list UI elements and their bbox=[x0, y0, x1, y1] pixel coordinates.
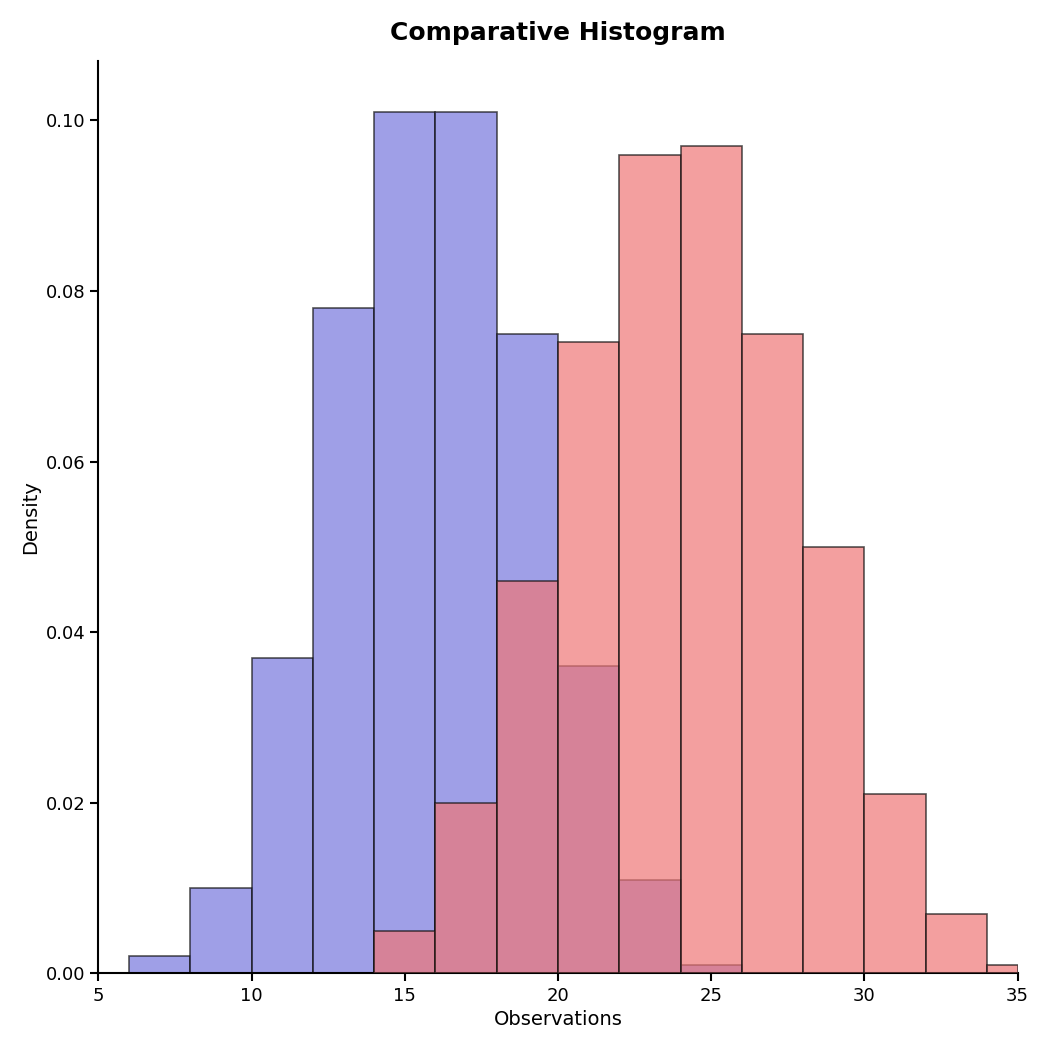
Bar bbox=[436, 112, 497, 973]
Bar bbox=[742, 334, 803, 973]
Bar bbox=[558, 667, 620, 973]
Bar bbox=[620, 880, 680, 973]
Bar bbox=[190, 888, 252, 973]
Bar bbox=[987, 965, 1017, 973]
Bar bbox=[864, 794, 926, 973]
Bar bbox=[374, 930, 436, 973]
Title: Comparative Histogram: Comparative Histogram bbox=[391, 21, 726, 45]
Bar bbox=[436, 803, 497, 973]
Bar bbox=[374, 112, 436, 973]
Bar bbox=[620, 154, 680, 973]
Bar bbox=[497, 581, 558, 973]
Bar bbox=[313, 308, 374, 973]
Bar bbox=[497, 334, 558, 973]
Bar bbox=[252, 657, 313, 973]
Bar bbox=[680, 965, 742, 973]
X-axis label: Observations: Observations bbox=[494, 1010, 623, 1029]
Y-axis label: Density: Density bbox=[21, 480, 40, 554]
Bar bbox=[129, 957, 190, 973]
Bar bbox=[680, 146, 742, 973]
Bar bbox=[803, 547, 864, 973]
Bar bbox=[558, 342, 620, 973]
Bar bbox=[926, 914, 987, 973]
